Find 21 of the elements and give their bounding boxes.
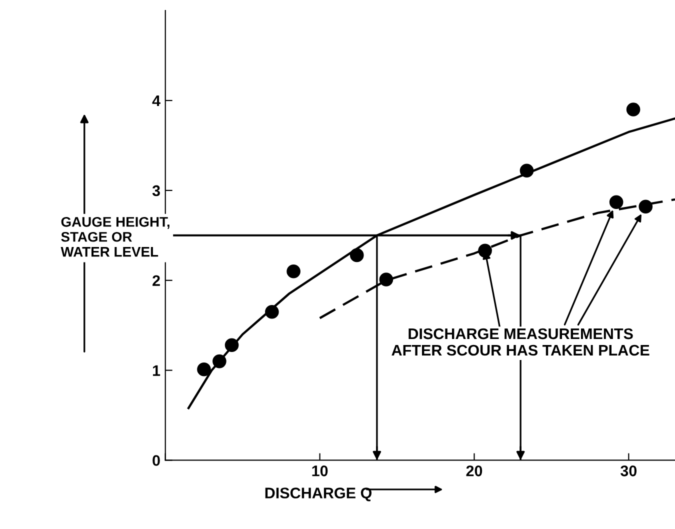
point xyxy=(626,102,640,116)
y-tick-label: 1 xyxy=(152,365,160,376)
annotation: DISCHARGE MEASUREMENTS AFTER SCOUR HAS TAKEN PLACE xyxy=(392,328,650,356)
point xyxy=(197,362,211,376)
x-tick-label: 10 xyxy=(312,465,328,476)
x-tick-label: 30 xyxy=(620,465,637,476)
point xyxy=(609,195,624,210)
y-tick-label: 4 xyxy=(152,96,160,106)
point xyxy=(286,264,300,278)
point xyxy=(224,338,239,352)
y-tick-label: 0 xyxy=(152,455,160,466)
point xyxy=(350,248,364,262)
y-tick-label: 2 xyxy=(152,275,160,286)
point xyxy=(265,304,279,319)
y-tick-label: 3 xyxy=(152,185,160,196)
x-tick-label: 20 xyxy=(466,465,482,476)
y-axis-title: GAUGE HEIGHT, STAGE OR WATER LEVEL xyxy=(60,216,170,257)
point xyxy=(520,164,534,178)
point xyxy=(212,354,226,368)
point xyxy=(379,272,394,286)
point xyxy=(638,200,653,214)
